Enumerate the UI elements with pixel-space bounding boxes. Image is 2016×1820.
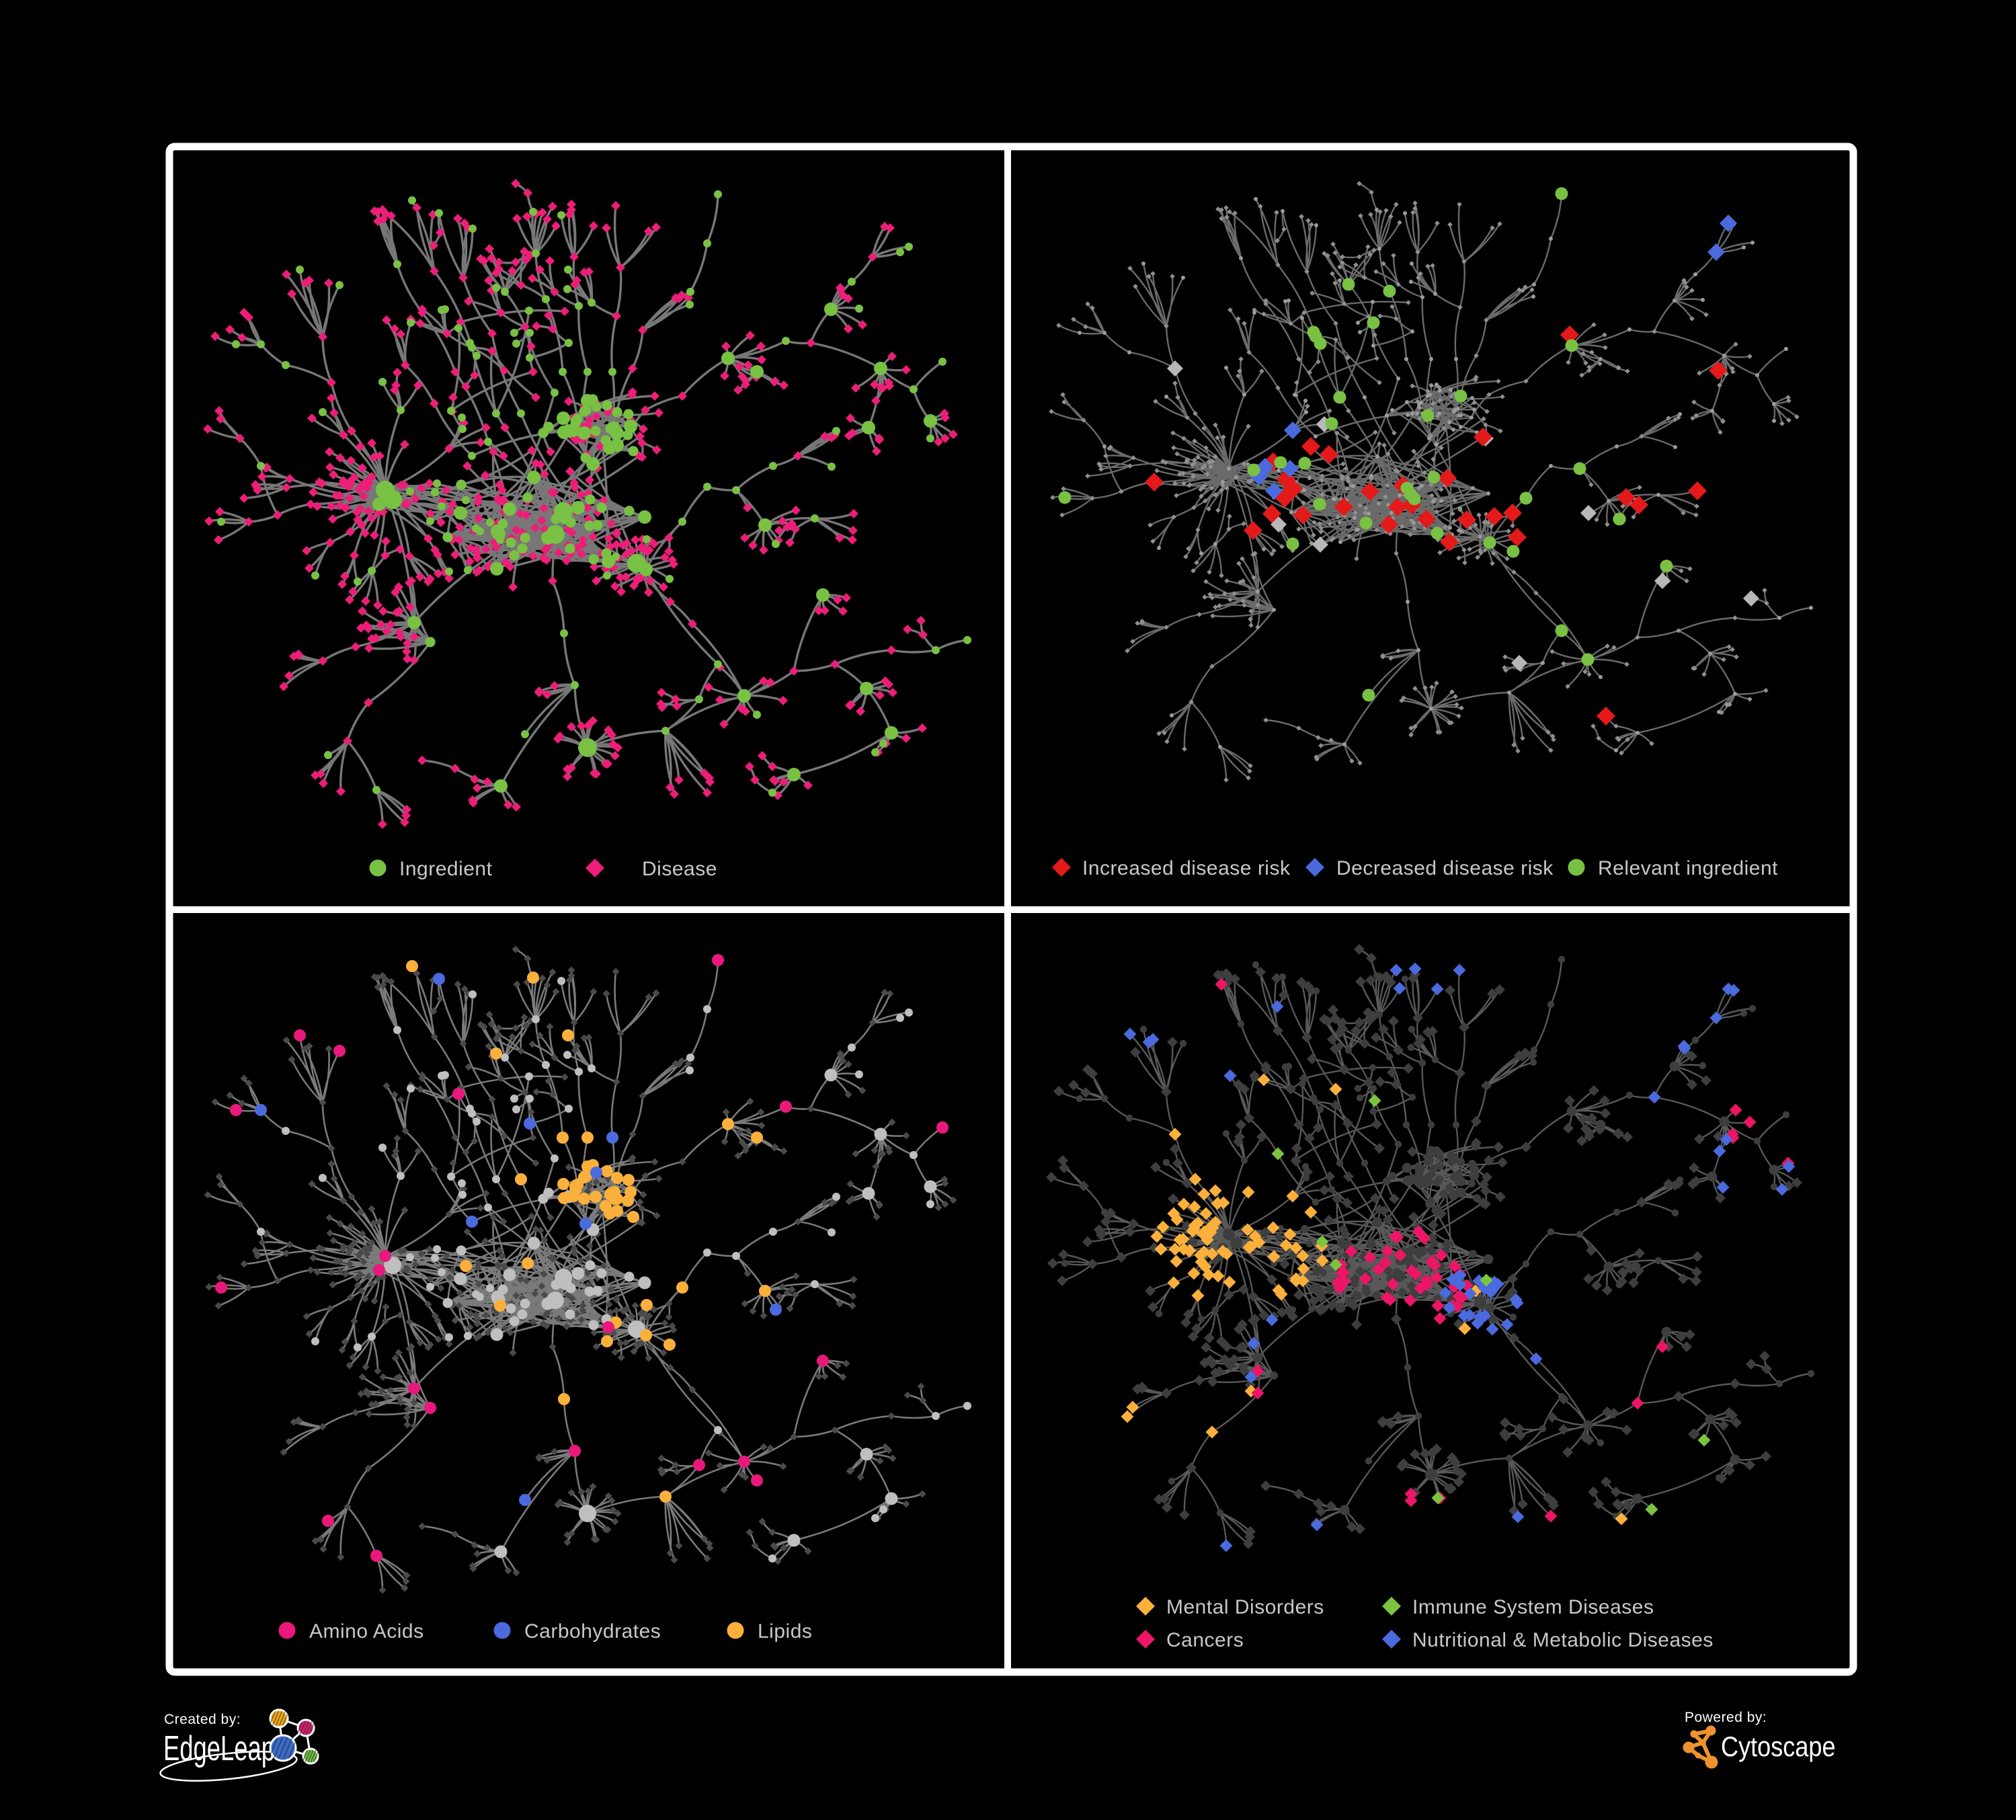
svg-text:Lipids: Lipids [758, 1620, 812, 1643]
svg-text:Disease: Disease [642, 858, 717, 880]
svg-text:Increased disease risk: Increased disease risk [1082, 857, 1291, 879]
svg-text:Cancers: Cancers [1166, 1629, 1244, 1651]
svg-text:Powered by:: Powered by: [1685, 1710, 1767, 1725]
svg-text:Carbohydrates: Carbohydrates [524, 1620, 661, 1643]
svg-text:Amino Acids: Amino Acids [309, 1620, 424, 1643]
svg-text:Mental Disorders: Mental Disorders [1166, 1596, 1324, 1618]
svg-text:Created by:: Created by: [164, 1712, 241, 1727]
svg-text:Nutritional & Metabolic Diseas: Nutritional & Metabolic Diseases [1412, 1629, 1713, 1651]
svg-text:Relevant ingredient: Relevant ingredient [1598, 857, 1778, 879]
svg-text:Immune System Diseases: Immune System Diseases [1412, 1596, 1654, 1618]
svg-text:Cytoscape: Cytoscape [1721, 1732, 1836, 1763]
svg-text:Decreased disease risk: Decreased disease risk [1336, 857, 1554, 879]
svg-text:Ingredient: Ingredient [399, 858, 493, 880]
